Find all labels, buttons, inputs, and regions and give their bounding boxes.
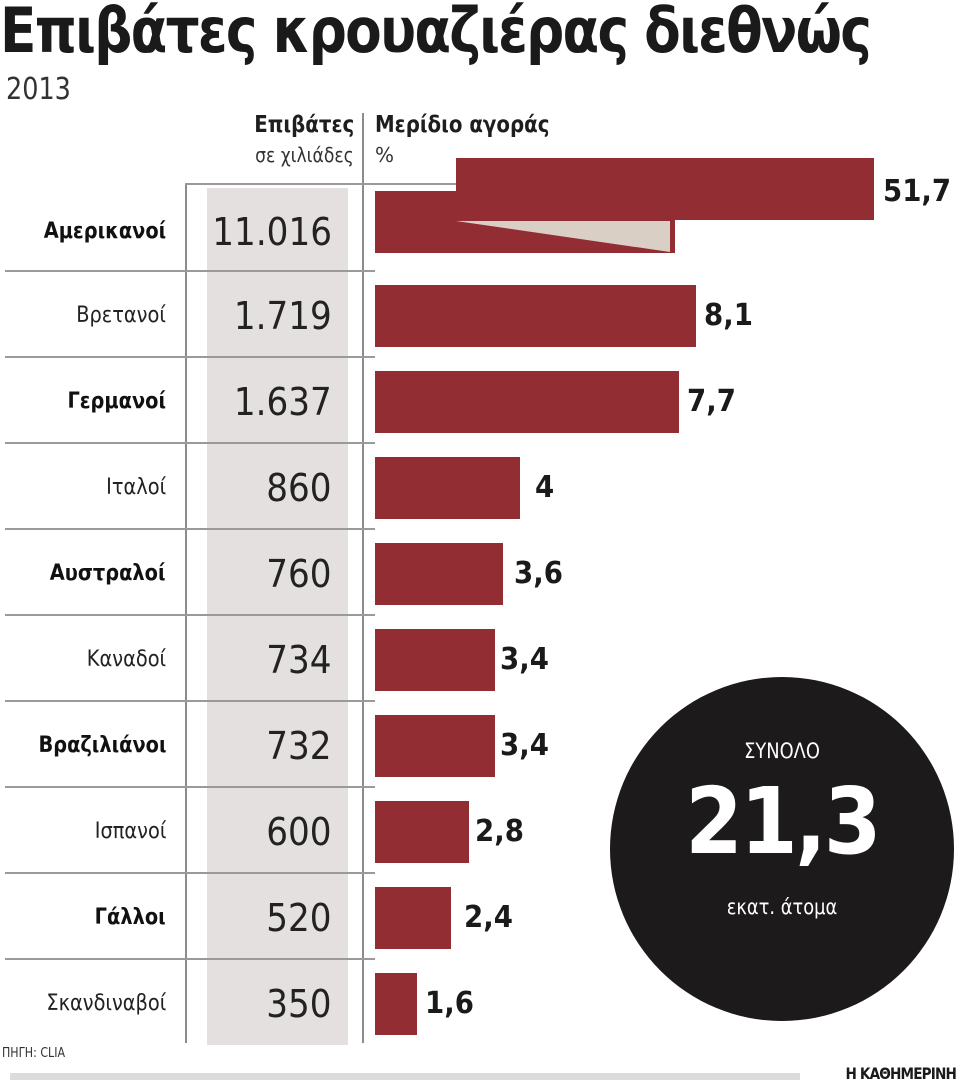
passengers-value: 11.016 xyxy=(212,210,332,254)
passengers-column-header: Επιβάτες xyxy=(254,112,354,138)
row-divider xyxy=(5,356,375,358)
row-divider xyxy=(5,958,375,960)
passengers-value: 1.637 xyxy=(234,380,332,424)
row-divider xyxy=(5,442,375,444)
table-column-divider xyxy=(362,113,364,1043)
total-value: 21,3 xyxy=(685,768,881,875)
passengers-value: 760 xyxy=(266,552,332,596)
share-column-unit: % xyxy=(375,143,395,167)
share-bar xyxy=(375,715,495,777)
share-value: 2,8 xyxy=(475,814,524,849)
table-row: Βραζιλιάνοι 732 3,4 xyxy=(0,703,960,789)
share-bar xyxy=(375,285,696,347)
passengers-column-unit: σε χιλιάδες xyxy=(255,143,354,167)
table-left-divider xyxy=(185,183,187,1043)
share-value: 7,7 xyxy=(687,384,736,419)
country-label: Ισπανοί xyxy=(94,819,166,844)
passengers-column-background xyxy=(207,188,348,1045)
row-divider xyxy=(5,786,375,788)
row-divider xyxy=(5,528,375,530)
table-row: Ισπανοί 600 2,8 xyxy=(0,789,960,875)
country-label: Καναδοί xyxy=(86,647,166,672)
row-divider xyxy=(5,270,375,272)
passengers-value: 600 xyxy=(266,810,332,854)
share-value: 3,6 xyxy=(514,556,563,591)
share-bar xyxy=(375,371,679,433)
source-note: ΠΗΓΗ: CLIA xyxy=(2,1046,66,1061)
country-label: Βραζιλιάνοι xyxy=(37,733,166,758)
broken-bar-americans xyxy=(370,158,874,253)
row-divider xyxy=(5,614,375,616)
table-row: Αμερικανοί 11.016 xyxy=(0,189,960,275)
share-value: 3,4 xyxy=(500,642,549,677)
total-circle: ΣΥΝΟΛΟ 21,3 εκατ. άτομα xyxy=(610,677,954,1021)
chart-title: Επιβάτες κρουαζιέρας διεθνώς xyxy=(0,0,872,67)
share-bar xyxy=(375,543,503,605)
passengers-value: 520 xyxy=(266,896,332,940)
total-unit: εκατ. άτομα xyxy=(726,895,838,919)
share-value: 2,4 xyxy=(464,900,513,935)
table-row: Γάλλοι 520 2,4 xyxy=(0,875,960,961)
header-divider xyxy=(185,183,457,185)
table-row: Αυστραλοί 760 3,6 xyxy=(0,531,960,617)
country-label: Γάλλοι xyxy=(95,905,166,930)
table-row: Βρετανοί 1.719 8,1 xyxy=(0,273,960,359)
passengers-value: 860 xyxy=(266,466,332,510)
passengers-value: 1.719 xyxy=(234,294,332,338)
share-value: 1,6 xyxy=(425,986,474,1021)
country-label: Ιταλοί xyxy=(106,475,166,500)
share-bar xyxy=(375,801,469,863)
table-row: Ιταλοί 860 4 xyxy=(0,445,960,531)
footer-rule xyxy=(10,1073,800,1080)
share-value: 3,4 xyxy=(500,728,549,763)
country-label: Αμερικανοί xyxy=(43,219,166,244)
country-label: Γερμανοί xyxy=(67,389,166,414)
share-value: 4 xyxy=(535,470,555,505)
share-bar xyxy=(375,973,417,1035)
share-bar xyxy=(375,629,495,691)
share-bar xyxy=(375,887,451,949)
share-column-header: Μερίδιο αγοράς xyxy=(375,112,550,138)
chart-subtitle-year: 2013 xyxy=(6,72,71,107)
country-label: Σκανδιναβοί xyxy=(46,991,166,1016)
share-value: 8,1 xyxy=(704,298,753,333)
share-value: 51,7 xyxy=(883,174,952,209)
share-bar xyxy=(375,457,520,519)
country-label: Βρετανοί xyxy=(76,303,166,328)
row-divider xyxy=(5,700,375,702)
row-divider xyxy=(5,872,375,874)
publisher-brand: Η ΚΑΘΗΜΕΡΙΝΗ xyxy=(845,1064,956,1083)
table-row: Καναδοί 734 3,4 xyxy=(0,617,960,703)
passengers-value: 732 xyxy=(266,724,332,768)
country-label: Αυστραλοί xyxy=(50,561,166,586)
total-label: ΣΥΝΟΛΟ xyxy=(744,739,820,763)
table-row: Γερμανοί 1.637 7,7 xyxy=(0,359,960,445)
passengers-value: 734 xyxy=(266,638,332,682)
passengers-value: 350 xyxy=(266,982,332,1026)
table-row: Σκανδιναβοί 350 1,6 xyxy=(0,961,960,1047)
